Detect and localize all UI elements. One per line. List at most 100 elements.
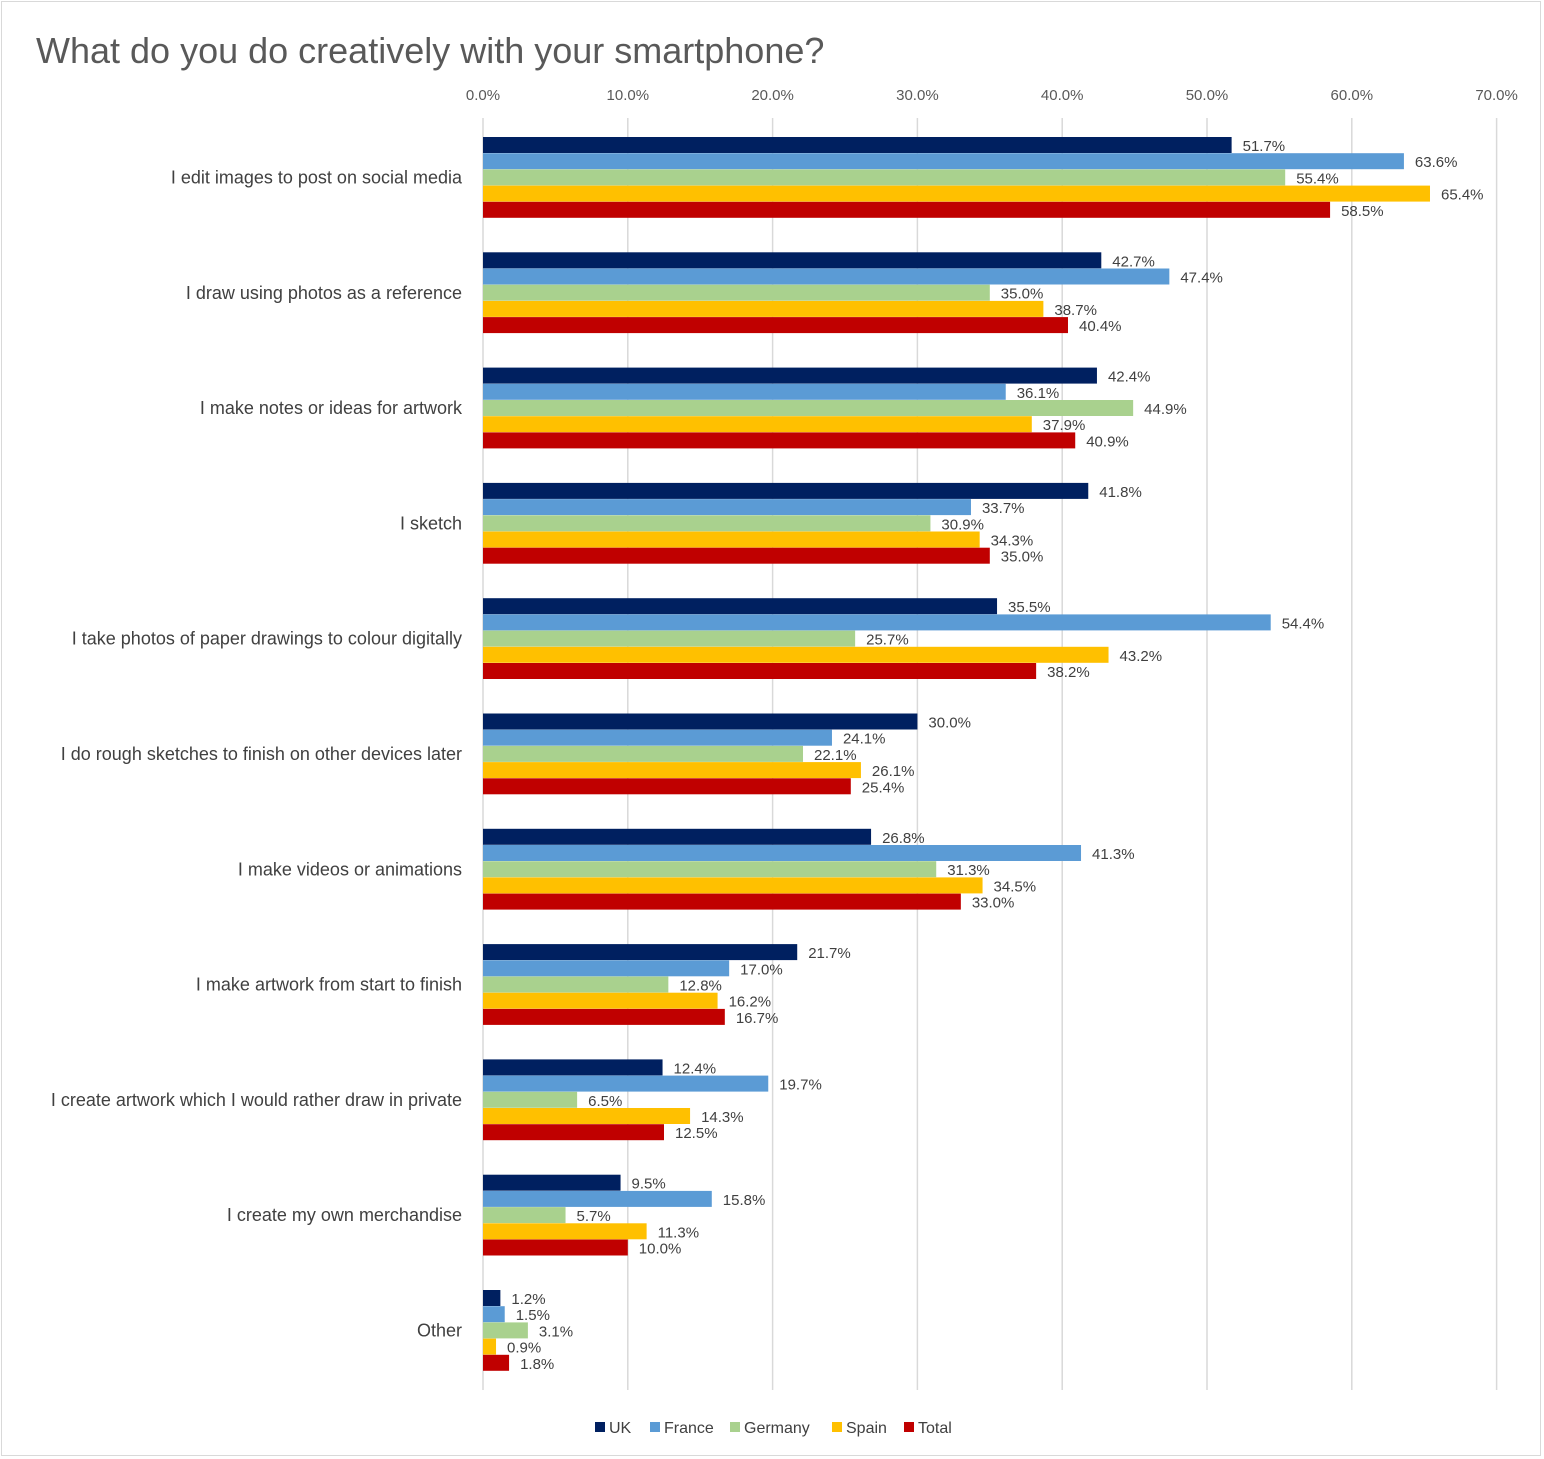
- bar-germany: [483, 169, 1286, 186]
- legend-label-germany: Germany: [744, 1420, 810, 1437]
- data-label: 15.8%: [723, 1192, 766, 1209]
- bar-uk: [483, 713, 918, 730]
- data-label: 30.9%: [941, 516, 984, 533]
- bar-total: [483, 547, 990, 564]
- data-label: 11.3%: [658, 1224, 699, 1241]
- data-label: 10.0%: [639, 1241, 682, 1258]
- bar-total: [483, 317, 1068, 334]
- data-label: 30.0%: [928, 715, 971, 732]
- chart-title: What do you do creatively with your smar…: [36, 30, 825, 71]
- bar-germany: [483, 976, 669, 993]
- legend-label-uk: UK: [609, 1420, 632, 1437]
- bar-spain: [483, 762, 861, 779]
- data-label: 9.5%: [632, 1176, 666, 1193]
- bar-total: [483, 432, 1076, 449]
- bar-uk: [483, 1290, 501, 1306]
- data-label: 16.7%: [736, 1010, 779, 1027]
- legend-swatch-france: [650, 1422, 660, 1432]
- bar-germany: [483, 284, 990, 301]
- legend-label-spain: Spain: [846, 1420, 887, 1437]
- data-label: 19.7%: [779, 1077, 822, 1094]
- data-label: 43.2%: [1120, 648, 1163, 665]
- data-label: 42.4%: [1108, 369, 1151, 386]
- bar-france: [483, 845, 1082, 861]
- data-label: 42.7%: [1112, 253, 1155, 270]
- data-label: 22.1%: [814, 747, 857, 764]
- data-label: 24.1%: [843, 731, 886, 748]
- bar-germany: [483, 400, 1134, 416]
- bar-uk: [483, 367, 1097, 384]
- data-label: 34.3%: [991, 533, 1034, 550]
- data-label: 12.4%: [674, 1060, 717, 1077]
- data-label: 5.7%: [577, 1208, 611, 1225]
- bar-uk: [483, 1059, 663, 1076]
- legend-swatch-total: [904, 1422, 914, 1432]
- bar-germany: [483, 515, 931, 532]
- bar-total: [483, 893, 961, 910]
- legend-swatch-spain: [832, 1422, 842, 1432]
- category-labels: I edit images to post on social media I d…: [51, 168, 463, 1341]
- bar-uk: [483, 252, 1102, 269]
- x-tick-label: 70.0%: [1475, 87, 1518, 104]
- data-label: 35.0%: [1001, 286, 1044, 303]
- bar-spain: [483, 1108, 691, 1124]
- data-label: 35.5%: [1008, 599, 1051, 616]
- bars: [483, 137, 1430, 1371]
- data-label: 41.3%: [1092, 846, 1135, 863]
- bar-germany: [483, 1207, 566, 1224]
- data-label: 35.0%: [1001, 549, 1044, 566]
- data-label: 54.4%: [1282, 615, 1325, 632]
- bar-france: [483, 383, 1006, 400]
- data-label: 26.8%: [882, 830, 925, 847]
- category-label: I edit images to post on social media: [171, 168, 463, 188]
- bar-uk: [483, 1174, 621, 1191]
- x-tick-label: 30.0%: [896, 87, 939, 104]
- bar-spain: [483, 1338, 497, 1355]
- data-label: 12.8%: [679, 978, 722, 995]
- bar-spain: [483, 877, 983, 894]
- bar-uk: [483, 944, 798, 961]
- legend-swatch-uk: [595, 1422, 605, 1432]
- bar-spain: [483, 646, 1109, 663]
- data-label: 25.7%: [866, 632, 909, 649]
- legend-label-total: Total: [918, 1420, 952, 1437]
- bar-france: [483, 614, 1271, 631]
- bar-spain: [483, 416, 1032, 433]
- data-label: 40.4%: [1079, 318, 1122, 335]
- data-label: 17.0%: [740, 961, 783, 978]
- data-label: 65.4%: [1441, 187, 1484, 204]
- bar-spain: [483, 1223, 647, 1240]
- bar-total: [483, 1124, 664, 1141]
- bar-france: [483, 729, 832, 746]
- bar-uk: [483, 828, 872, 845]
- category-label: I make videos or animations: [238, 859, 462, 879]
- bar-france: [483, 268, 1170, 285]
- bar-total: [483, 778, 851, 795]
- category-label: I create my own merchandise: [227, 1205, 462, 1225]
- data-label: 31.3%: [947, 862, 990, 879]
- bar-germany: [483, 861, 937, 878]
- data-label: 63.6%: [1415, 154, 1458, 171]
- data-labels: 51.7% 63.6% 55.4% 65.4% 58.5% 42.7% 47.4% 35.0%…: [507, 138, 1484, 1373]
- category-label: I do rough sketches to finish on other d…: [61, 744, 462, 764]
- data-label: 33.7%: [982, 500, 1025, 517]
- data-label: 41.8%: [1099, 484, 1142, 501]
- x-tick-label: 40.0%: [1041, 87, 1084, 104]
- data-label: 58.5%: [1341, 203, 1384, 220]
- bar-total: [483, 1354, 510, 1371]
- bar-germany: [483, 1322, 528, 1339]
- data-label: 51.7%: [1243, 138, 1286, 155]
- x-tick-label: 60.0%: [1331, 87, 1374, 104]
- category-label: Other: [417, 1321, 462, 1341]
- data-label: 16.2%: [729, 994, 772, 1011]
- data-label: 26.1%: [872, 763, 915, 780]
- bar-spain: [483, 992, 718, 1009]
- bar-germany: [483, 745, 804, 762]
- x-tick-label: 20.0%: [751, 87, 794, 104]
- category-label: I draw using photos as a reference: [186, 283, 462, 303]
- data-label: 47.4%: [1180, 270, 1223, 287]
- data-label: 44.9%: [1144, 401, 1187, 418]
- data-label: 3.1%: [539, 1323, 573, 1340]
- data-label: 21.7%: [808, 945, 851, 962]
